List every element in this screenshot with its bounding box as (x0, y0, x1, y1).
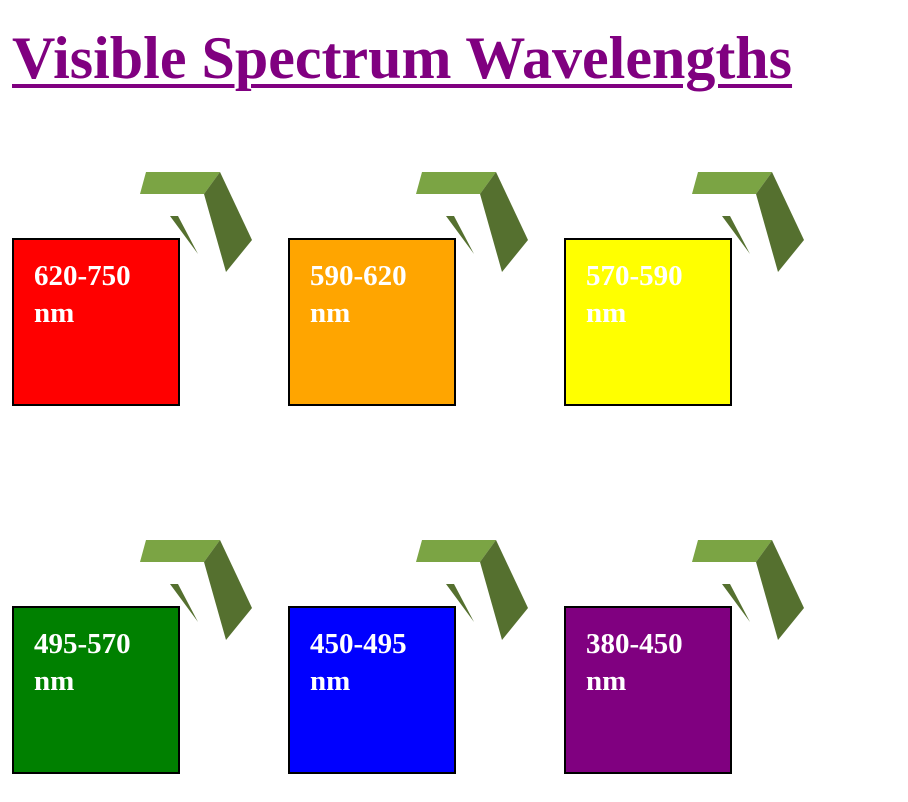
spectrum-tile-red: 620-750 nm (12, 172, 272, 432)
color-swatch: 495-570 nm (12, 606, 180, 774)
color-swatch: 590-620 nm (288, 238, 456, 406)
chevron-arrow-icon (686, 172, 804, 272)
color-swatch: 570-590 nm (564, 238, 732, 406)
color-swatch: 450-495 nm (288, 606, 456, 774)
color-swatch: 620-750 nm (12, 238, 180, 406)
spectrum-tile-orange: 590-620 nm (288, 172, 548, 432)
chevron-arrow-icon (686, 540, 804, 640)
color-swatch: 380-450 nm (564, 606, 732, 774)
wavelength-label: 570-590 nm (586, 260, 683, 329)
wavelength-label: 380-450 nm (586, 628, 683, 697)
spectrum-tile-green: 495-570 nm (12, 540, 272, 800)
spectrum-tile-blue: 450-495 nm (288, 540, 548, 800)
chevron-arrow-icon (134, 172, 252, 272)
wavelength-label: 450-495 nm (310, 628, 407, 697)
wavelength-label: 620-750 nm (34, 260, 131, 329)
wavelength-label: 590-620 nm (310, 260, 407, 329)
chevron-arrow-icon (410, 172, 528, 272)
chevron-arrow-icon (134, 540, 252, 640)
chevron-arrow-icon (410, 540, 528, 640)
page-title: Visible Spectrum Wavelengths (12, 25, 793, 91)
wavelength-label: 495-570 nm (34, 628, 131, 697)
spectrum-tile-yellow: 570-590 nm (564, 172, 824, 432)
spectrum-tile-violet: 380-450 nm (564, 540, 824, 800)
